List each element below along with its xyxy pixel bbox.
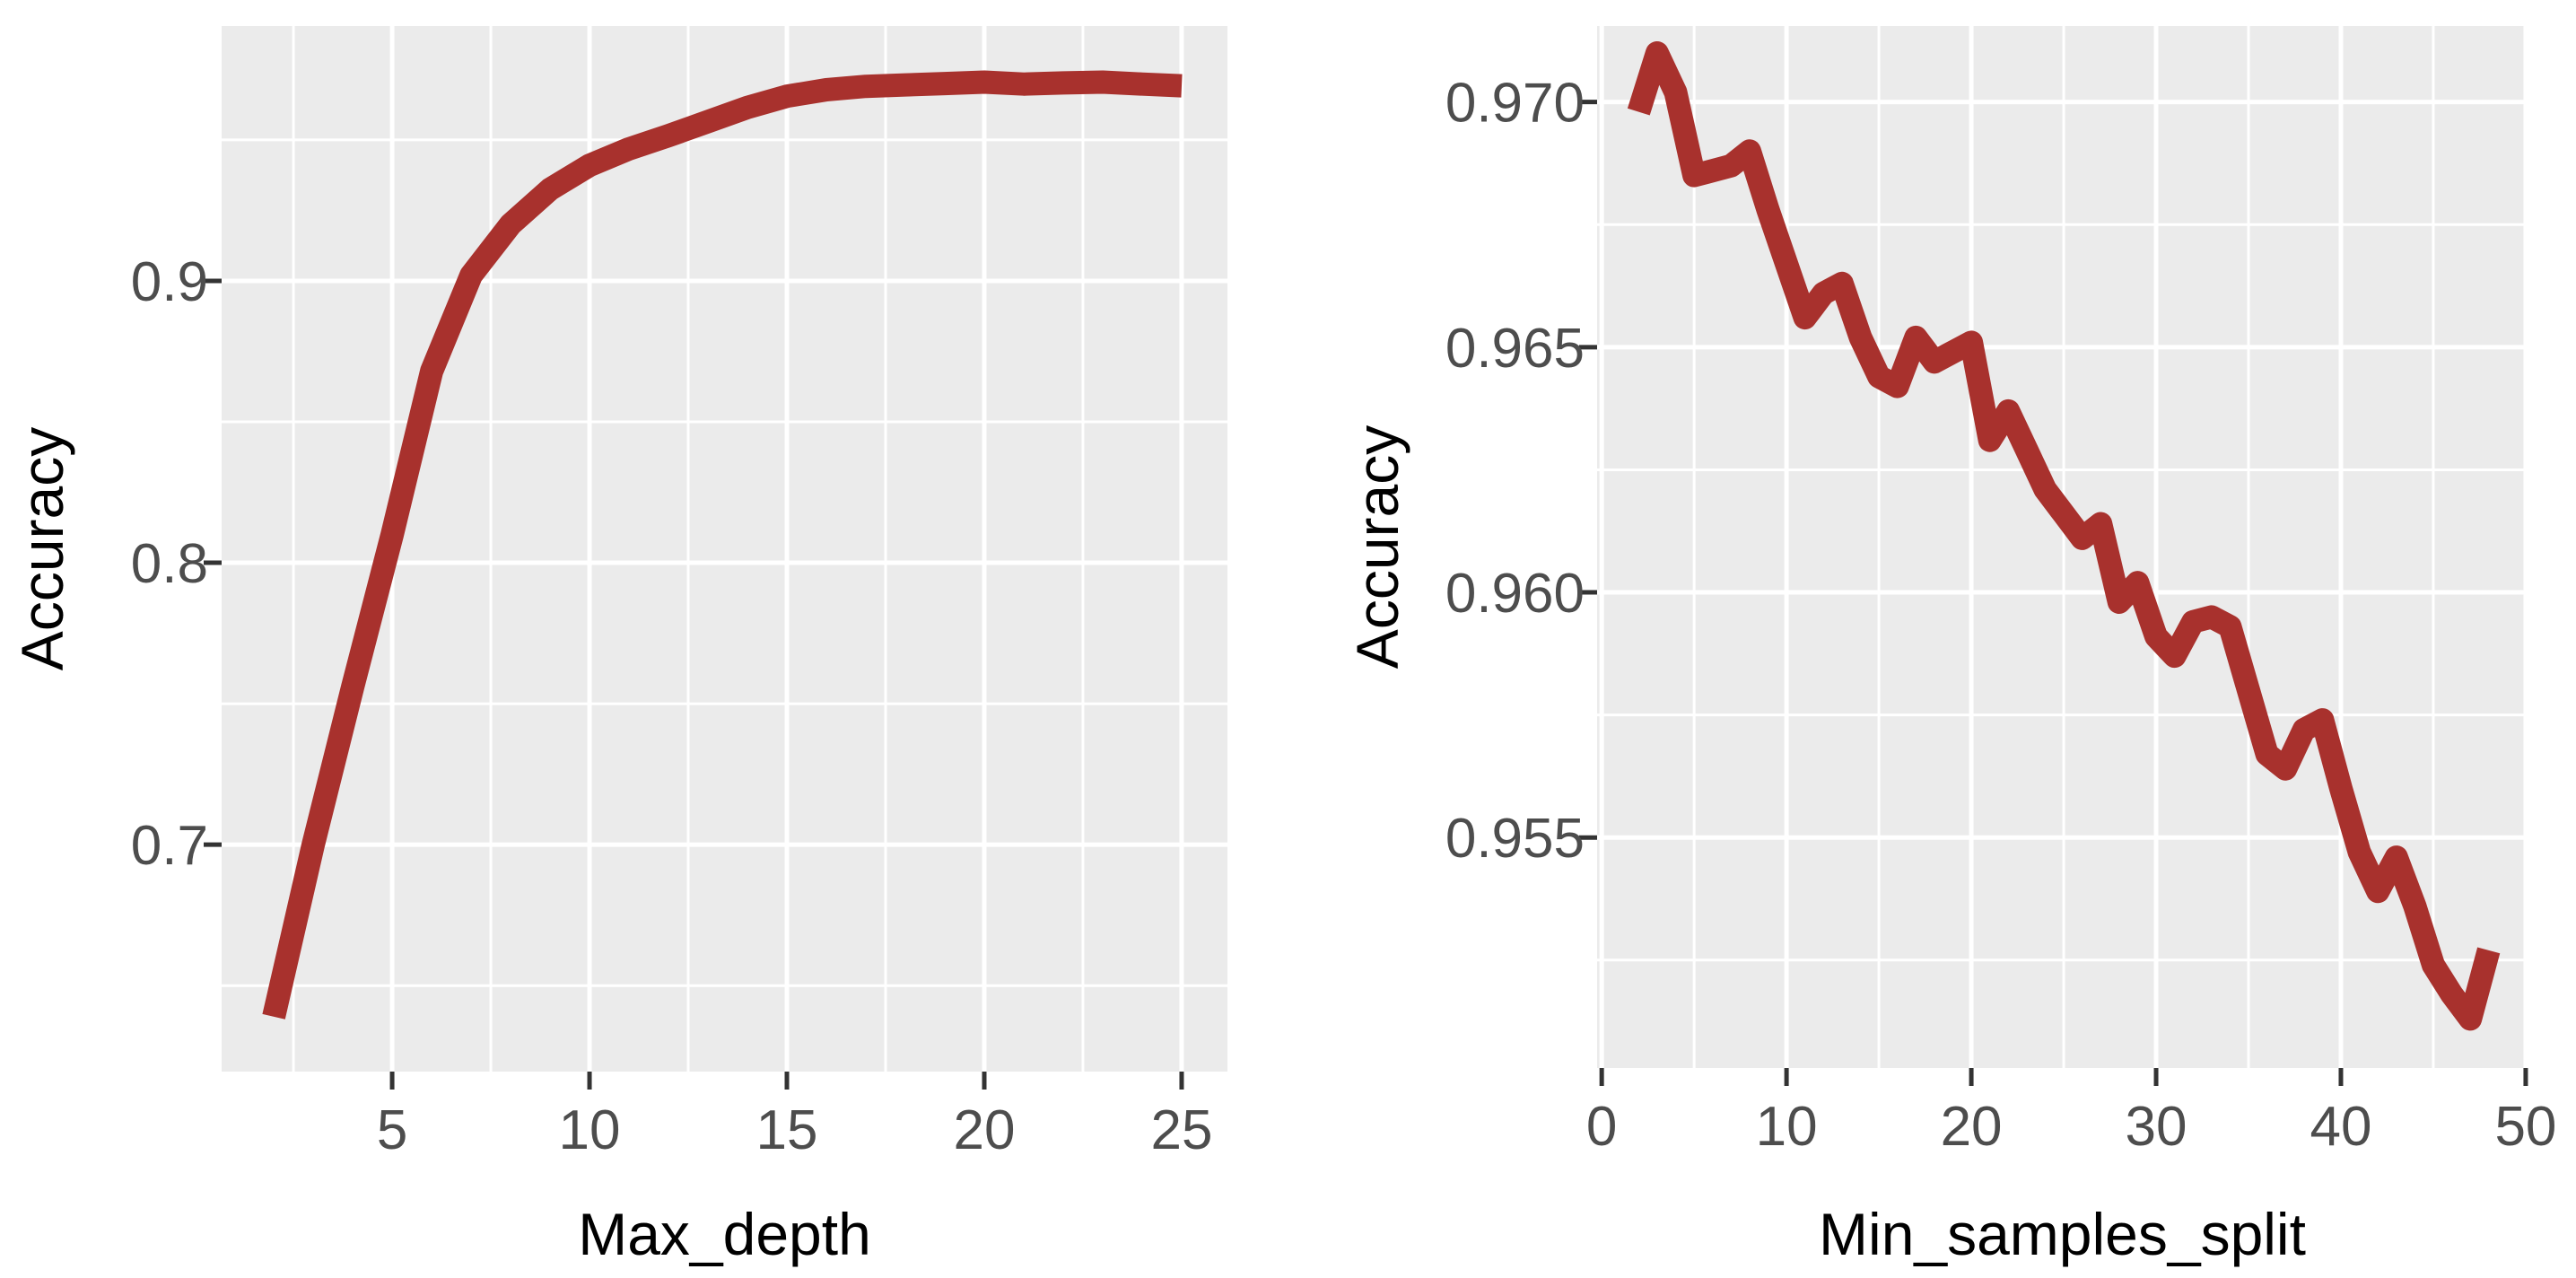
x-tick-label: 20 bbox=[1941, 1096, 2003, 1158]
x-axis: 0 10 20 30 40 50 bbox=[1586, 1068, 2556, 1158]
y-axis: 0.7 0.8 0.9 bbox=[131, 251, 222, 877]
y-tick-label: 0.960 bbox=[1445, 563, 1585, 625]
major-gridlines bbox=[1597, 26, 2528, 1068]
series-line bbox=[1627, 41, 2501, 1031]
y-tick-label: 0.965 bbox=[1445, 318, 1585, 380]
y-axis-title: Accuracy bbox=[1344, 425, 1410, 669]
y-tick-label: 0.7 bbox=[131, 815, 208, 877]
chart-panel-right: 0 10 20 30 40 50 0.955 0.960 0.965 0.970 Min_sampl… bbox=[1344, 26, 2556, 1267]
minor-gridlines bbox=[1597, 26, 2528, 1068]
x-axis: 5 10 15 20 25 bbox=[377, 1072, 1212, 1161]
x-tick-label: 50 bbox=[2494, 1096, 2556, 1158]
y-axis: 0.955 0.960 0.965 0.970 bbox=[1445, 73, 1597, 870]
x-tick-label: 20 bbox=[954, 1099, 1016, 1161]
y-tick-label: 0.8 bbox=[131, 533, 208, 595]
x-tick-label: 40 bbox=[2310, 1096, 2371, 1158]
x-tick-label: 15 bbox=[756, 1099, 818, 1161]
x-axis-title: Max_depth bbox=[578, 1201, 871, 1267]
panel-background bbox=[222, 26, 1227, 1072]
x-tick-label: 10 bbox=[1756, 1096, 1818, 1158]
y-tick-label: 0.955 bbox=[1445, 808, 1585, 870]
panel-background bbox=[1597, 26, 2528, 1068]
series-line bbox=[262, 70, 1183, 1020]
x-tick-label: 30 bbox=[2126, 1096, 2187, 1158]
x-tick-label: 10 bbox=[559, 1099, 621, 1161]
chart-panel-left: 5 10 15 20 25 0.7 0.8 0.9 Max_depth Accuracy bbox=[9, 26, 1227, 1267]
x-tick-label: 5 bbox=[377, 1099, 407, 1161]
major-gridlines bbox=[222, 26, 1227, 1072]
y-tick-label: 0.9 bbox=[131, 251, 208, 313]
y-axis-title: Accuracy bbox=[9, 427, 75, 670]
minor-gridlines bbox=[222, 26, 1227, 1072]
x-tick-label: 0 bbox=[1586, 1096, 1617, 1158]
y-tick-label: 0.970 bbox=[1445, 73, 1585, 135]
x-tick-label: 25 bbox=[1150, 1099, 1212, 1161]
x-axis-title: Min_samples_split bbox=[1819, 1201, 2306, 1267]
